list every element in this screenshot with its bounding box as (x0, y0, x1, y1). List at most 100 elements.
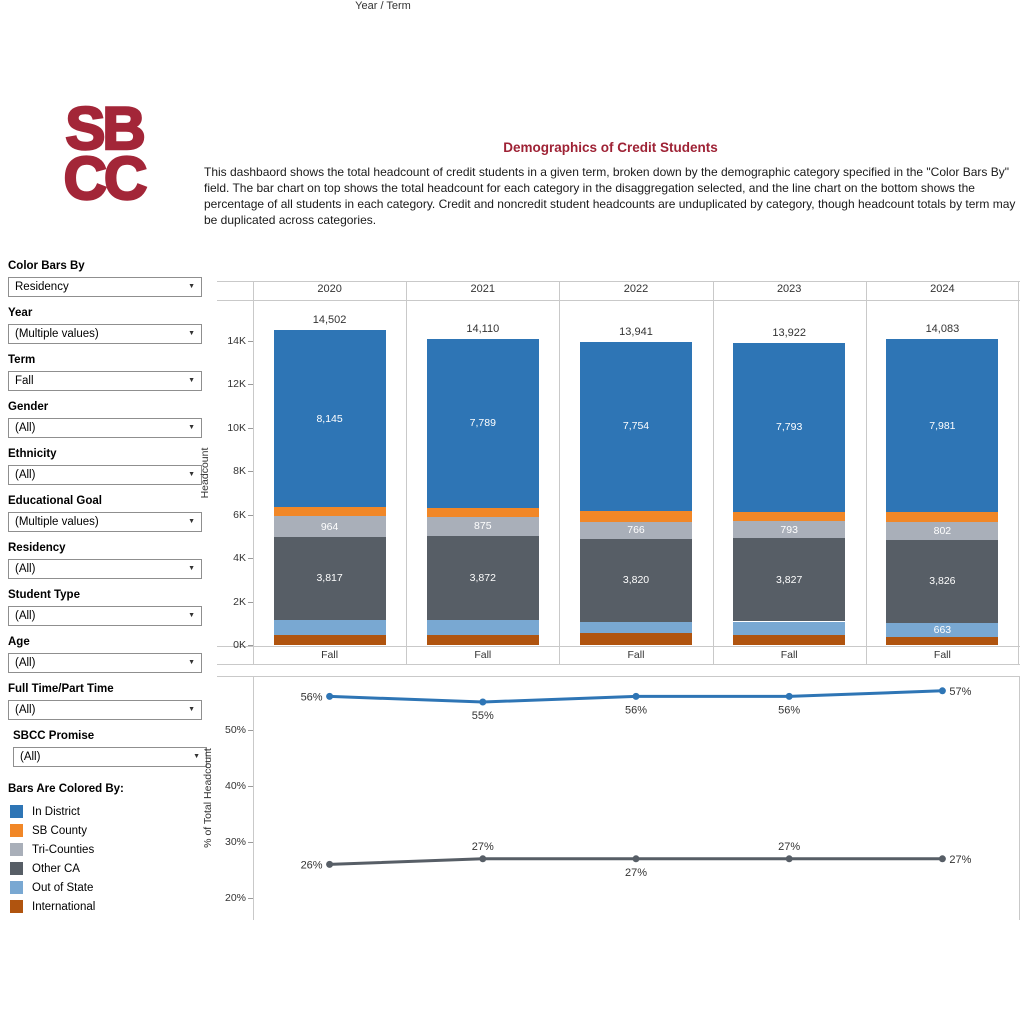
legend-item-label: Tri-Counties (32, 843, 95, 856)
chart-border-horizontal (217, 281, 1020, 282)
filter-label: Year (8, 307, 33, 319)
line-point-other-ca[interactable] (479, 855, 487, 863)
term-label-2023: Fall (780, 649, 798, 661)
bar-segment-in-district[interactable] (426, 338, 539, 508)
filter-label: Color Bars By (8, 260, 85, 272)
line-point-other-ca[interactable] (785, 855, 793, 863)
line-point-label: 55% (472, 710, 494, 722)
filter-select-term[interactable]: Fall ▼ (8, 371, 202, 391)
bar-total-label: 14,502 (312, 314, 347, 327)
legend-item-in-district[interactable]: In District (8, 802, 198, 821)
legend-item-sb-county[interactable]: SB County (8, 821, 198, 840)
bar-segment-tri-counties[interactable] (273, 516, 386, 537)
bar-segment-sb-county[interactable] (733, 511, 846, 522)
filter-select-residency[interactable]: (All) ▼ (8, 559, 202, 579)
line-point-other-ca[interactable] (938, 855, 946, 863)
bar-segment-international[interactable] (580, 632, 692, 645)
filter-select-sbcc-promise[interactable]: (All) ▼ (13, 747, 207, 767)
bar-segment-sb-county[interactable] (273, 506, 386, 517)
filter-label: Age (8, 636, 30, 648)
bar-segment-other-ca[interactable] (886, 539, 999, 623)
bar-total-label: 13,941 (619, 326, 653, 339)
filter-selected-value: (Multiple values) (15, 516, 99, 528)
bar-segment-international[interactable] (426, 635, 539, 645)
bar-segment-sb-county[interactable] (580, 510, 692, 522)
line-point-in-district[interactable] (938, 687, 946, 695)
legend-item-international[interactable]: International (8, 897, 198, 916)
filter-label: Educational Goal (8, 495, 102, 507)
bar-segment-out-of-state[interactable] (273, 619, 386, 635)
bar-segment-other-ca[interactable] (733, 538, 846, 622)
bar-segment-other-ca[interactable] (580, 538, 692, 622)
filter-select-ethnicity[interactable]: (All) ▼ (8, 465, 202, 485)
bar-y-tick-mark (248, 601, 253, 603)
line-point-in-district[interactable] (785, 692, 793, 700)
chart-border-horizontal (217, 300, 1020, 301)
bar-segment-tri-counties[interactable] (426, 516, 539, 536)
filter-select-gender[interactable]: (All) ▼ (8, 418, 202, 438)
filter-group-age: Age (All) ▼ (8, 636, 202, 673)
sbcc-logo: SB CC (44, 97, 164, 212)
bar-segment-value-label: 875 (474, 520, 492, 533)
bar-segment-in-district[interactable] (273, 330, 386, 507)
bar-segment-value-label: 3,826 (929, 575, 956, 588)
bar-segment-out-of-state[interactable] (733, 621, 846, 636)
bar-segment-international[interactable] (886, 637, 999, 645)
bar-segment-in-district[interactable] (580, 342, 692, 511)
bar-segment-other-ca[interactable] (273, 537, 386, 620)
line-y-tick-mark (248, 730, 253, 731)
legend-item-label: In District (32, 805, 80, 818)
bar-segment-tri-counties[interactable] (886, 522, 999, 540)
filter-group-educational-goal: Educational Goal (Multiple values) ▼ (8, 495, 202, 532)
legend-item-label: International (32, 900, 96, 913)
legend-item-out-of-state[interactable]: Out of State (8, 878, 198, 897)
filter-group-year: Year (Multiple values) ▼ (8, 307, 202, 344)
bar-segment-in-district[interactable] (886, 339, 999, 513)
bar-segment-sb-county[interactable] (426, 507, 539, 517)
line-point-other-ca[interactable] (326, 860, 334, 868)
bar-y-tick-mark (248, 558, 253, 560)
chevron-down-icon: ▼ (188, 565, 195, 572)
filter-group-sbcc-promise: SBCC Promise (All) ▼ (13, 730, 207, 767)
bar-segment-sb-county[interactable] (886, 512, 999, 523)
legend-swatch-icon (10, 900, 23, 913)
bar-segment-in-district[interactable] (733, 342, 846, 512)
line-point-label: 27% (625, 867, 647, 879)
legend-item-tri-counties[interactable]: Tri-Counties (8, 840, 198, 859)
bar-segment-out-of-state[interactable] (580, 621, 692, 633)
filter-select-student-type[interactable]: (All) ▼ (8, 606, 202, 626)
filter-select-educational-goal[interactable]: (Multiple values) ▼ (8, 512, 202, 532)
bar-segment-tri-counties[interactable] (580, 521, 692, 539)
legend-item-other-ca[interactable]: Other CA (8, 859, 198, 878)
filter-select-color-bars-by[interactable]: Residency ▼ (8, 277, 202, 297)
legend-swatch-icon (10, 862, 23, 875)
bar-segment-international[interactable] (273, 634, 386, 645)
filter-select-year[interactable]: (Multiple values) ▼ (8, 324, 202, 344)
filter-selected-value: (All) (15, 469, 36, 481)
chart-border-horizontal (217, 646, 1020, 647)
bar-segment-international[interactable] (733, 635, 846, 645)
bar-segment-value-label: 7,981 (929, 419, 956, 432)
bar-y-tick-label: 6K (233, 508, 246, 521)
line-point-other-ca[interactable] (632, 855, 640, 863)
line-point-in-district[interactable] (326, 692, 334, 700)
chevron-down-icon: ▼ (188, 424, 195, 431)
bar-segment-tri-counties[interactable] (733, 521, 846, 539)
bar-segment-out-of-state[interactable] (426, 619, 539, 636)
line-point-in-district[interactable] (479, 698, 487, 706)
filter-label: Full Time/Part Time (8, 683, 114, 695)
filter-select-full-time-part-time[interactable]: (All) ▼ (8, 700, 202, 720)
bar-segment-value-label: 964 (320, 520, 339, 533)
filter-selected-value: (All) (20, 751, 41, 763)
bar-y-tick-mark (248, 384, 253, 386)
line-point-in-district[interactable] (632, 692, 640, 700)
bar-y-tick-label: 10K (227, 421, 246, 434)
year-header-2022: 2022 (623, 283, 649, 295)
bar-segment-value-label: 3,817 (316, 572, 343, 585)
bar-segment-out-of-state[interactable] (886, 622, 999, 638)
bar-segment-other-ca[interactable] (426, 535, 539, 620)
line-point-label: 56% (778, 704, 800, 716)
filter-select-age[interactable]: (All) ▼ (8, 653, 202, 673)
line-point-label: 56% (301, 691, 323, 703)
